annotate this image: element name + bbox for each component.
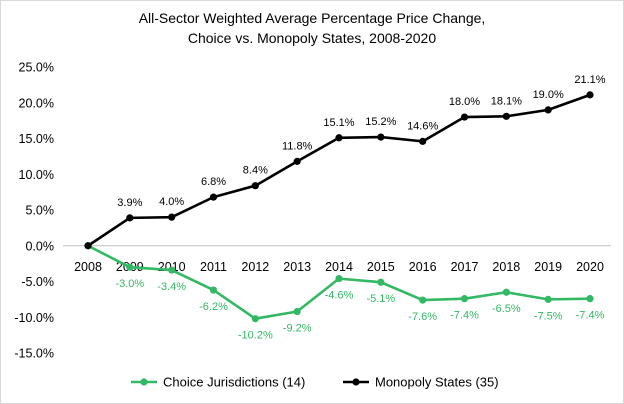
- data-point: [126, 214, 134, 222]
- x-tick-label: 2011: [200, 260, 227, 274]
- x-axis-labels: 2008200920102011201220132014201520162017…: [74, 260, 604, 274]
- data-point: [293, 307, 301, 316]
- data-label: -3.4%: [157, 281, 186, 293]
- y-tick-label: 0.0%: [26, 239, 55, 253]
- legend-label: Monopoly States (35): [375, 375, 499, 390]
- x-tick-label: 2018: [492, 260, 520, 274]
- x-tick-label: 2019: [534, 260, 562, 274]
- y-tick-label: 5.0%: [26, 204, 55, 218]
- data-label: 11.8%: [282, 140, 313, 152]
- data-point: [460, 295, 469, 303]
- data-point: [377, 278, 385, 286]
- x-tick-label: 2015: [367, 260, 395, 274]
- x-tick-label: 2017: [451, 260, 479, 274]
- data-label: -10.2%: [238, 330, 273, 342]
- data-point: [419, 137, 427, 145]
- data-label: 18.1%: [491, 95, 522, 107]
- data-point: [209, 193, 218, 201]
- data-point: [84, 242, 92, 250]
- data-point: [251, 315, 259, 323]
- y-tick-label: 25.0%: [19, 61, 54, 75]
- data-label: 15.2%: [365, 116, 396, 128]
- y-tick-label: 15.0%: [19, 132, 54, 146]
- x-tick-label: 2020: [576, 260, 604, 274]
- x-tick-label: 2008: [74, 260, 102, 274]
- data-point: [251, 182, 259, 190]
- data-label: 4.0%: [159, 196, 184, 208]
- data-label: 15.1%: [323, 117, 354, 129]
- x-tick-label: 2012: [241, 260, 269, 274]
- data-label: -4.6%: [325, 290, 354, 302]
- y-tick-label: 10.0%: [19, 168, 54, 182]
- data-label: 19.0%: [533, 89, 564, 101]
- y-axis-labels: 25.0% 20.0% 15.0% 10.0% 5.0% 0.0% -5.0% -10.0% -…: [14, 61, 54, 361]
- x-tick-label: 2016: [409, 260, 437, 274]
- legend-swatch-marker: [352, 378, 360, 386]
- data-label-layer: -3.0% -3.4% -6.2% -10.2% -9.2% -4.6% -5.1% -7.6…: [115, 74, 605, 342]
- data-point: [293, 157, 301, 165]
- data-point: [502, 112, 510, 120]
- data-point: [168, 266, 176, 274]
- data-point: [377, 133, 385, 141]
- data-label: -9.2%: [283, 323, 312, 335]
- data-point: [586, 91, 594, 99]
- data-label: -6.2%: [199, 301, 228, 313]
- data-label: 3.9%: [117, 197, 142, 209]
- y-tick-label: 20.0%: [19, 96, 54, 110]
- data-label: 21.1%: [574, 74, 605, 86]
- data-label: -7.4%: [576, 310, 605, 322]
- legend: Choice Jurisdictions (14) Monopoly States…: [131, 375, 499, 390]
- data-label: 8.4%: [243, 165, 268, 177]
- x-tick-label: 2013: [283, 260, 311, 274]
- data-point: [586, 295, 594, 303]
- data-point: [502, 288, 510, 296]
- x-tick-label: 2014: [325, 260, 353, 274]
- chart-subtitle: Choice vs. Monopoly States, 2008-2020: [188, 30, 436, 46]
- data-label: -5.1%: [366, 293, 395, 305]
- data-point: [544, 106, 552, 114]
- data-label: 18.0%: [449, 96, 480, 108]
- legend-swatch-marker: [140, 378, 148, 386]
- data-label: 6.8%: [201, 176, 226, 188]
- data-point: [126, 263, 134, 271]
- data-point: [419, 296, 427, 304]
- data-point: [335, 134, 343, 142]
- legend-label: Choice Jurisdictions (14): [163, 375, 305, 390]
- data-label: 14.6%: [407, 120, 438, 132]
- data-label: -6.5%: [492, 303, 521, 315]
- data-point: [209, 286, 218, 294]
- series-layer: [84, 91, 594, 323]
- data-label: -7.6%: [408, 311, 437, 323]
- data-point: [544, 295, 552, 303]
- chart-title: All-Sector Weighted Average Percentage P…: [139, 10, 486, 26]
- data-label: -7.4%: [450, 310, 479, 322]
- y-tick-label: -10.0%: [14, 311, 54, 325]
- data-label: -7.5%: [534, 310, 563, 322]
- y-tick-label: -5.0%: [21, 275, 54, 289]
- data-point: [168, 213, 176, 221]
- data-label: -3.0%: [115, 278, 144, 290]
- y-tick-label: -15.0%: [14, 347, 54, 361]
- data-point: [460, 113, 469, 121]
- data-point: [335, 275, 343, 283]
